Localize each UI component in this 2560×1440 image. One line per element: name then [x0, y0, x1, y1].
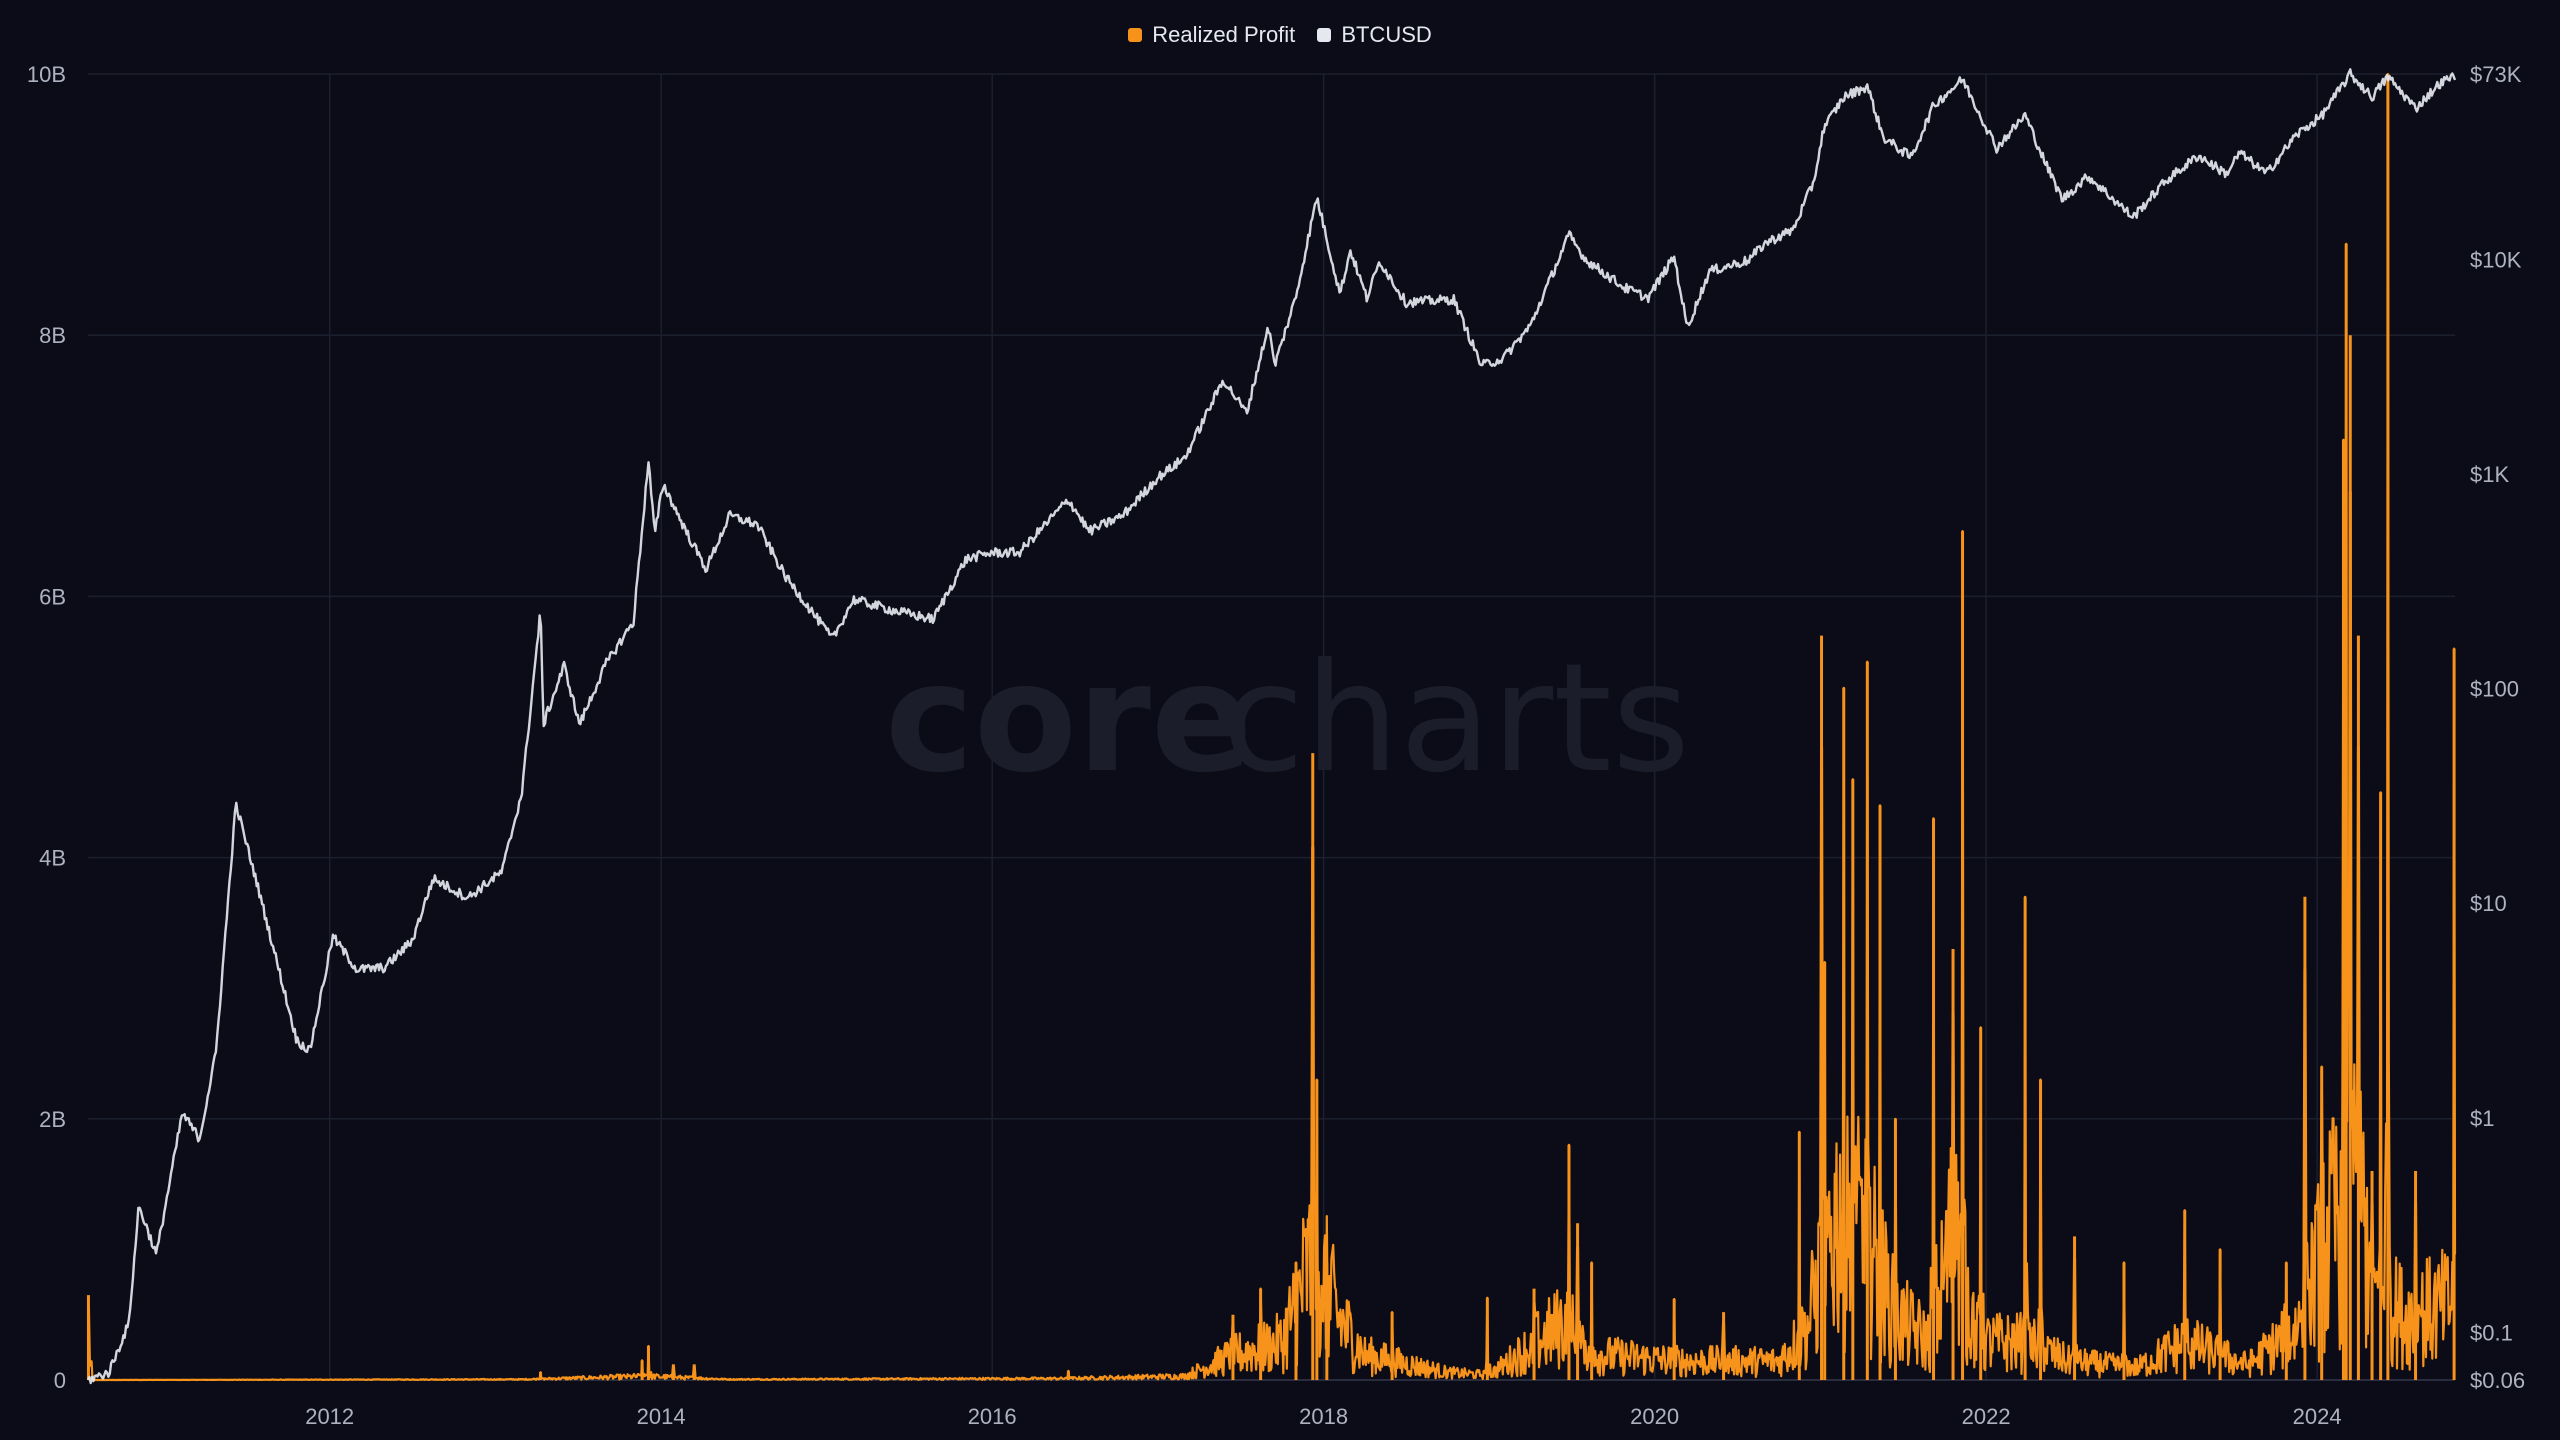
y-tick-left: 8B — [39, 323, 66, 348]
y-tick-right: $10K — [2470, 247, 2522, 272]
y-axis-right: $0.06 $0.1 $1 $10 $100 $1K $10K $73K — [2470, 62, 2525, 1393]
btcusd-line — [86, 68, 2457, 1385]
y-tick-right: $0.06 — [2470, 1368, 2525, 1393]
x-tick: 2012 — [305, 1404, 354, 1429]
x-tick: 2014 — [637, 1404, 686, 1429]
x-tick: 2022 — [1962, 1404, 2011, 1429]
y-tick-left: 10B — [27, 62, 66, 87]
realized-profit-line — [87, 72, 2457, 1382]
watermark-charts: charts — [1222, 632, 1690, 806]
y-tick-right: $0.1 — [2470, 1320, 2513, 1345]
legend-item-btcusd[interactable]: BTCUSD — [1317, 22, 1432, 48]
y-tick-right: $1 — [2470, 1106, 2494, 1131]
y-tick-right: $100 — [2470, 677, 2519, 702]
y-tick-left: 4B — [39, 846, 66, 871]
y-tick-right: $1K — [2470, 462, 2509, 487]
watermark-core: core — [885, 632, 1253, 806]
x-axis: 2012 2014 2016 2018 2020 2022 2024 — [305, 1404, 2341, 1429]
x-tick: 2020 — [1630, 1404, 1679, 1429]
legend-label-realized-profit: Realized Profit — [1152, 22, 1296, 47]
legend-item-realized-profit[interactable]: Realized Profit — [1128, 22, 1295, 48]
x-tick: 2016 — [968, 1404, 1017, 1429]
y-tick-left: 6B — [39, 584, 66, 609]
btcusd-series — [86, 68, 2457, 1385]
y-axis-left: 0 2B 4B 6B 8B 10B — [27, 62, 66, 1393]
y-tick-left: 0 — [54, 1368, 66, 1393]
x-tick: 2018 — [1299, 1404, 1348, 1429]
x-tick: 2024 — [2293, 1404, 2342, 1429]
chart-legend: Realized Profit BTCUSD — [0, 22, 2560, 48]
y-tick-right: $10 — [2470, 891, 2507, 916]
legend-swatch-btcusd — [1317, 28, 1332, 42]
watermark: core charts — [885, 632, 1690, 806]
legend-swatch-realized-profit — [1128, 28, 1143, 42]
realized-profit-series — [86, 72, 2457, 1382]
y-tick-left: 2B — [39, 1107, 66, 1132]
legend-label-btcusd: BTCUSD — [1341, 22, 1432, 47]
y-tick-right: $73K — [2470, 62, 2522, 87]
